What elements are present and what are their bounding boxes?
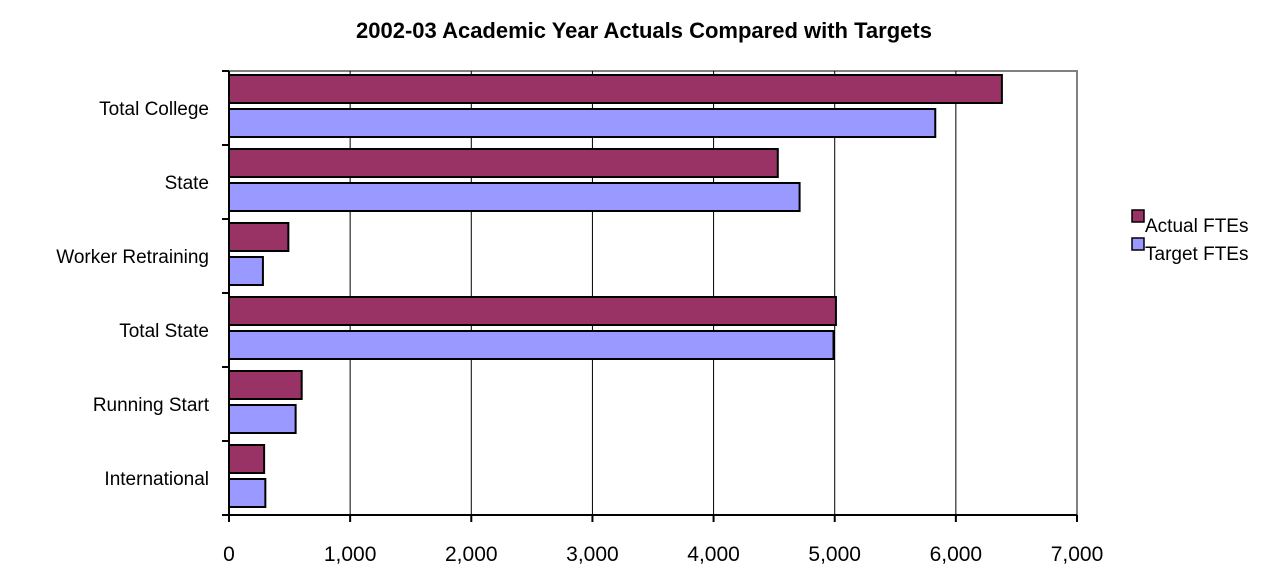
- legend-label: Target FTEs: [1145, 244, 1248, 265]
- x-tick-label: 0: [223, 543, 235, 566]
- bar: [228, 478, 267, 508]
- chart-title: 2002-03 Academic Year Actuals Compared w…: [356, 18, 932, 43]
- x-tick-labels: 0 1,000 2,000 3,000 4,000 5,000 6,000 7,000: [223, 543, 1103, 566]
- x-tick-label: 6,000: [930, 543, 983, 566]
- bar: [228, 222, 290, 252]
- plot-area: [228, 70, 1078, 516]
- legend-swatch: [1131, 209, 1145, 223]
- bars: [228, 74, 1003, 508]
- bar: [228, 182, 801, 212]
- bar: [228, 370, 303, 400]
- x-tick-label: 5,000: [808, 543, 861, 566]
- category-label: Worker Retraining: [56, 247, 209, 268]
- category-label: International: [104, 469, 209, 490]
- category-label: Total College: [99, 99, 209, 120]
- x-tick-label: 4,000: [687, 543, 740, 566]
- category-label: State: [165, 173, 209, 194]
- legend: Actual FTEs Target FTEs: [1131, 209, 1248, 265]
- legend-label: Actual FTEs: [1145, 216, 1248, 237]
- x-tick-label: 2,000: [445, 543, 498, 566]
- legend-swatch: [1131, 237, 1145, 251]
- bar: [228, 296, 837, 326]
- bar: [228, 404, 297, 434]
- x-tick-label: 1,000: [324, 543, 377, 566]
- x-tick-label: 3,000: [566, 543, 619, 566]
- category-label: Total State: [119, 321, 209, 342]
- bar: [228, 256, 264, 286]
- plot-frame: [228, 70, 1078, 516]
- x-tick-label: 7,000: [1051, 543, 1104, 566]
- category-labels: Total College State Worker Retraining Total…: [56, 99, 209, 490]
- category-label: Running Start: [93, 395, 210, 416]
- bar: [228, 444, 266, 474]
- gridlines: [349, 71, 957, 515]
- bar: [228, 74, 1003, 104]
- bar: [228, 108, 937, 138]
- bar: [228, 330, 835, 360]
- bar: [228, 148, 779, 178]
- axes: [222, 70, 1078, 522]
